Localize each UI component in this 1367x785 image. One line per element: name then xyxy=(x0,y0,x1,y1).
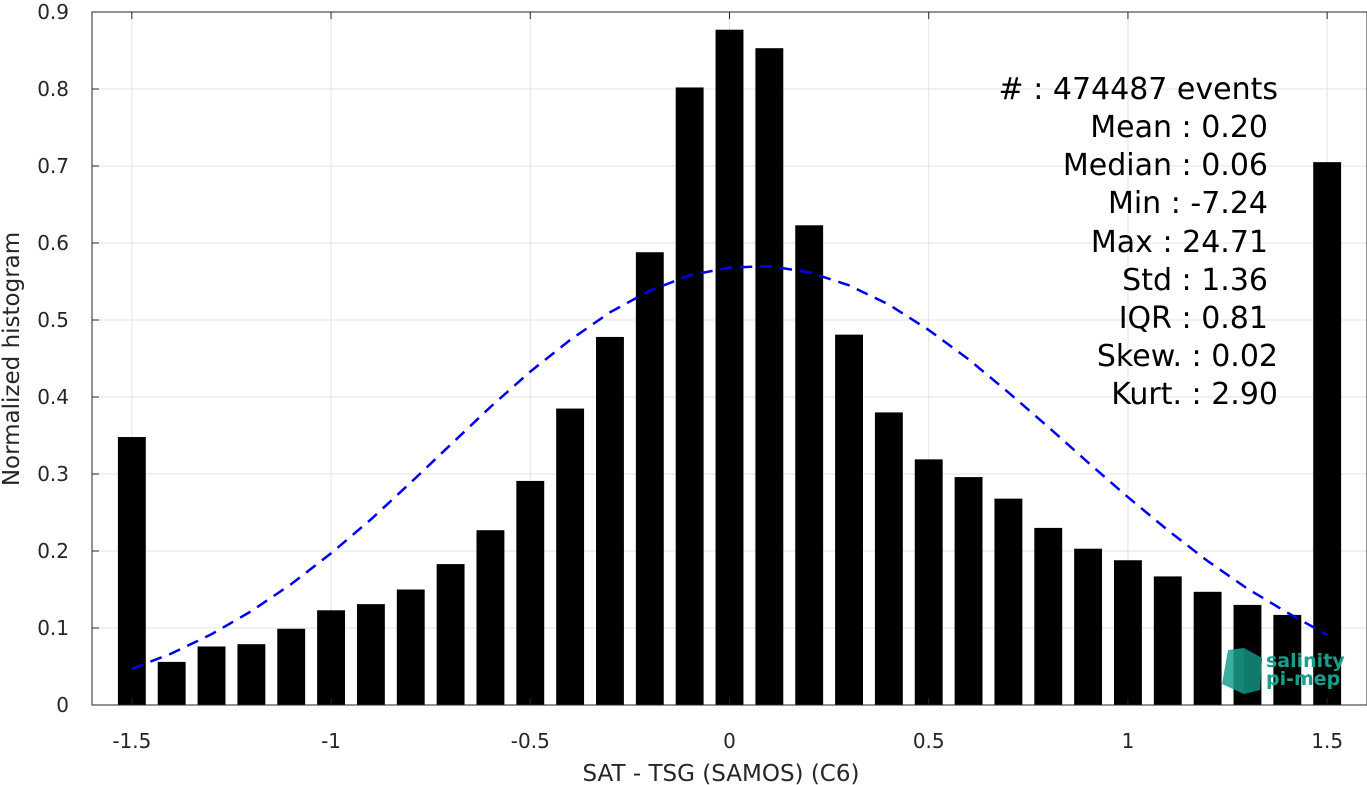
histogram-bar xyxy=(635,252,664,706)
y-tick-label: 0.5 xyxy=(37,308,69,332)
logo-line-1: salinity xyxy=(1266,650,1345,672)
x-tick-label: 1 xyxy=(1122,729,1135,753)
y-axis-ticks: 0 0.1 0.2 0.3 0.4 0.5 0.6 0.7 0.8 0.9 xyxy=(37,0,99,717)
histogram-bar xyxy=(914,459,943,705)
histogram-bar xyxy=(277,628,306,705)
x-axis-label: SAT - TSG (SAMOS) (C6) xyxy=(583,761,860,785)
histogram-bar xyxy=(675,87,704,705)
stat-skew: Skew. : 0.02 xyxy=(1097,339,1278,374)
salinity-pimep-logo: salinity pi-mep xyxy=(1222,648,1345,694)
histogram-bar xyxy=(516,480,545,705)
stat-max: Max : 24.71 xyxy=(1091,225,1268,260)
statistics-annotation: # : 474487 events Mean : 0.20 Median : 0… xyxy=(999,72,1278,412)
histogram-bar xyxy=(476,530,505,705)
x-tick-label: 0 xyxy=(723,729,736,753)
histogram-bar xyxy=(396,589,425,705)
histogram-bar xyxy=(436,564,465,705)
stat-kurt: Kurt. : 2.90 xyxy=(1111,377,1278,412)
y-tick-label: 0.6 xyxy=(37,231,69,255)
x-tick-label: -1.5 xyxy=(112,729,151,753)
histogram-bar xyxy=(556,408,585,705)
histogram-bar xyxy=(157,661,186,705)
stat-std: Std : 1.36 xyxy=(1122,263,1268,298)
stat-iqr: IQR : 0.81 xyxy=(1119,301,1268,336)
histogram-bar xyxy=(1193,591,1222,705)
y-tick-label: 0.9 xyxy=(37,0,69,24)
histogram-bar xyxy=(1074,548,1103,705)
stat-min: Min : -7.24 xyxy=(1108,186,1268,221)
y-tick-label: 0.2 xyxy=(37,539,69,563)
y-tick-label: 0.1 xyxy=(37,616,69,640)
histogram-bar xyxy=(596,336,624,705)
histogram-bar xyxy=(835,334,863,705)
histogram-bar xyxy=(197,646,226,705)
stat-mean: Mean : 0.20 xyxy=(1090,110,1268,145)
histogram-bar xyxy=(994,498,1023,705)
histogram-bar xyxy=(1313,162,1342,705)
histogram-bar xyxy=(356,604,385,705)
normal-fit-curve xyxy=(131,264,1328,670)
y-tick-label: 0.8 xyxy=(37,77,69,101)
histogram-bar xyxy=(1273,614,1302,705)
stat-median: Median : 0.06 xyxy=(1063,148,1268,183)
y-tick-label: 0 xyxy=(56,693,69,717)
histogram-bar xyxy=(237,644,266,705)
histogram-bars xyxy=(117,29,1342,706)
logo-line-2: pi-mep xyxy=(1266,668,1340,690)
y-tick-label: 0.3 xyxy=(37,462,69,486)
histogram-bar xyxy=(874,412,903,705)
x-axis-ticks: -1.5 -1 -0.5 0 0.5 1 1.5 xyxy=(112,12,1343,753)
histogram-bar xyxy=(954,477,983,705)
x-tick-label: -1 xyxy=(321,729,341,753)
stat-count: # : 474487 events xyxy=(999,72,1278,107)
histogram-bar xyxy=(1113,560,1142,705)
x-tick-label: 0.5 xyxy=(913,729,945,753)
histogram-bar xyxy=(317,610,346,705)
logo-cube-shade xyxy=(1244,648,1262,694)
histogram-bar xyxy=(1153,576,1182,705)
x-tick-label: -0.5 xyxy=(511,729,550,753)
histogram-bar xyxy=(1034,527,1063,705)
histogram-bar xyxy=(755,48,784,705)
y-tick-label: 0.7 xyxy=(37,154,69,178)
x-tick-label: 1.5 xyxy=(1311,729,1343,753)
histogram-bar xyxy=(117,437,146,705)
y-tick-label: 0.4 xyxy=(37,385,69,409)
histogram-bar xyxy=(715,29,744,705)
histogram-bar xyxy=(795,225,824,706)
y-axis-label: Normalized histogram xyxy=(0,232,25,486)
